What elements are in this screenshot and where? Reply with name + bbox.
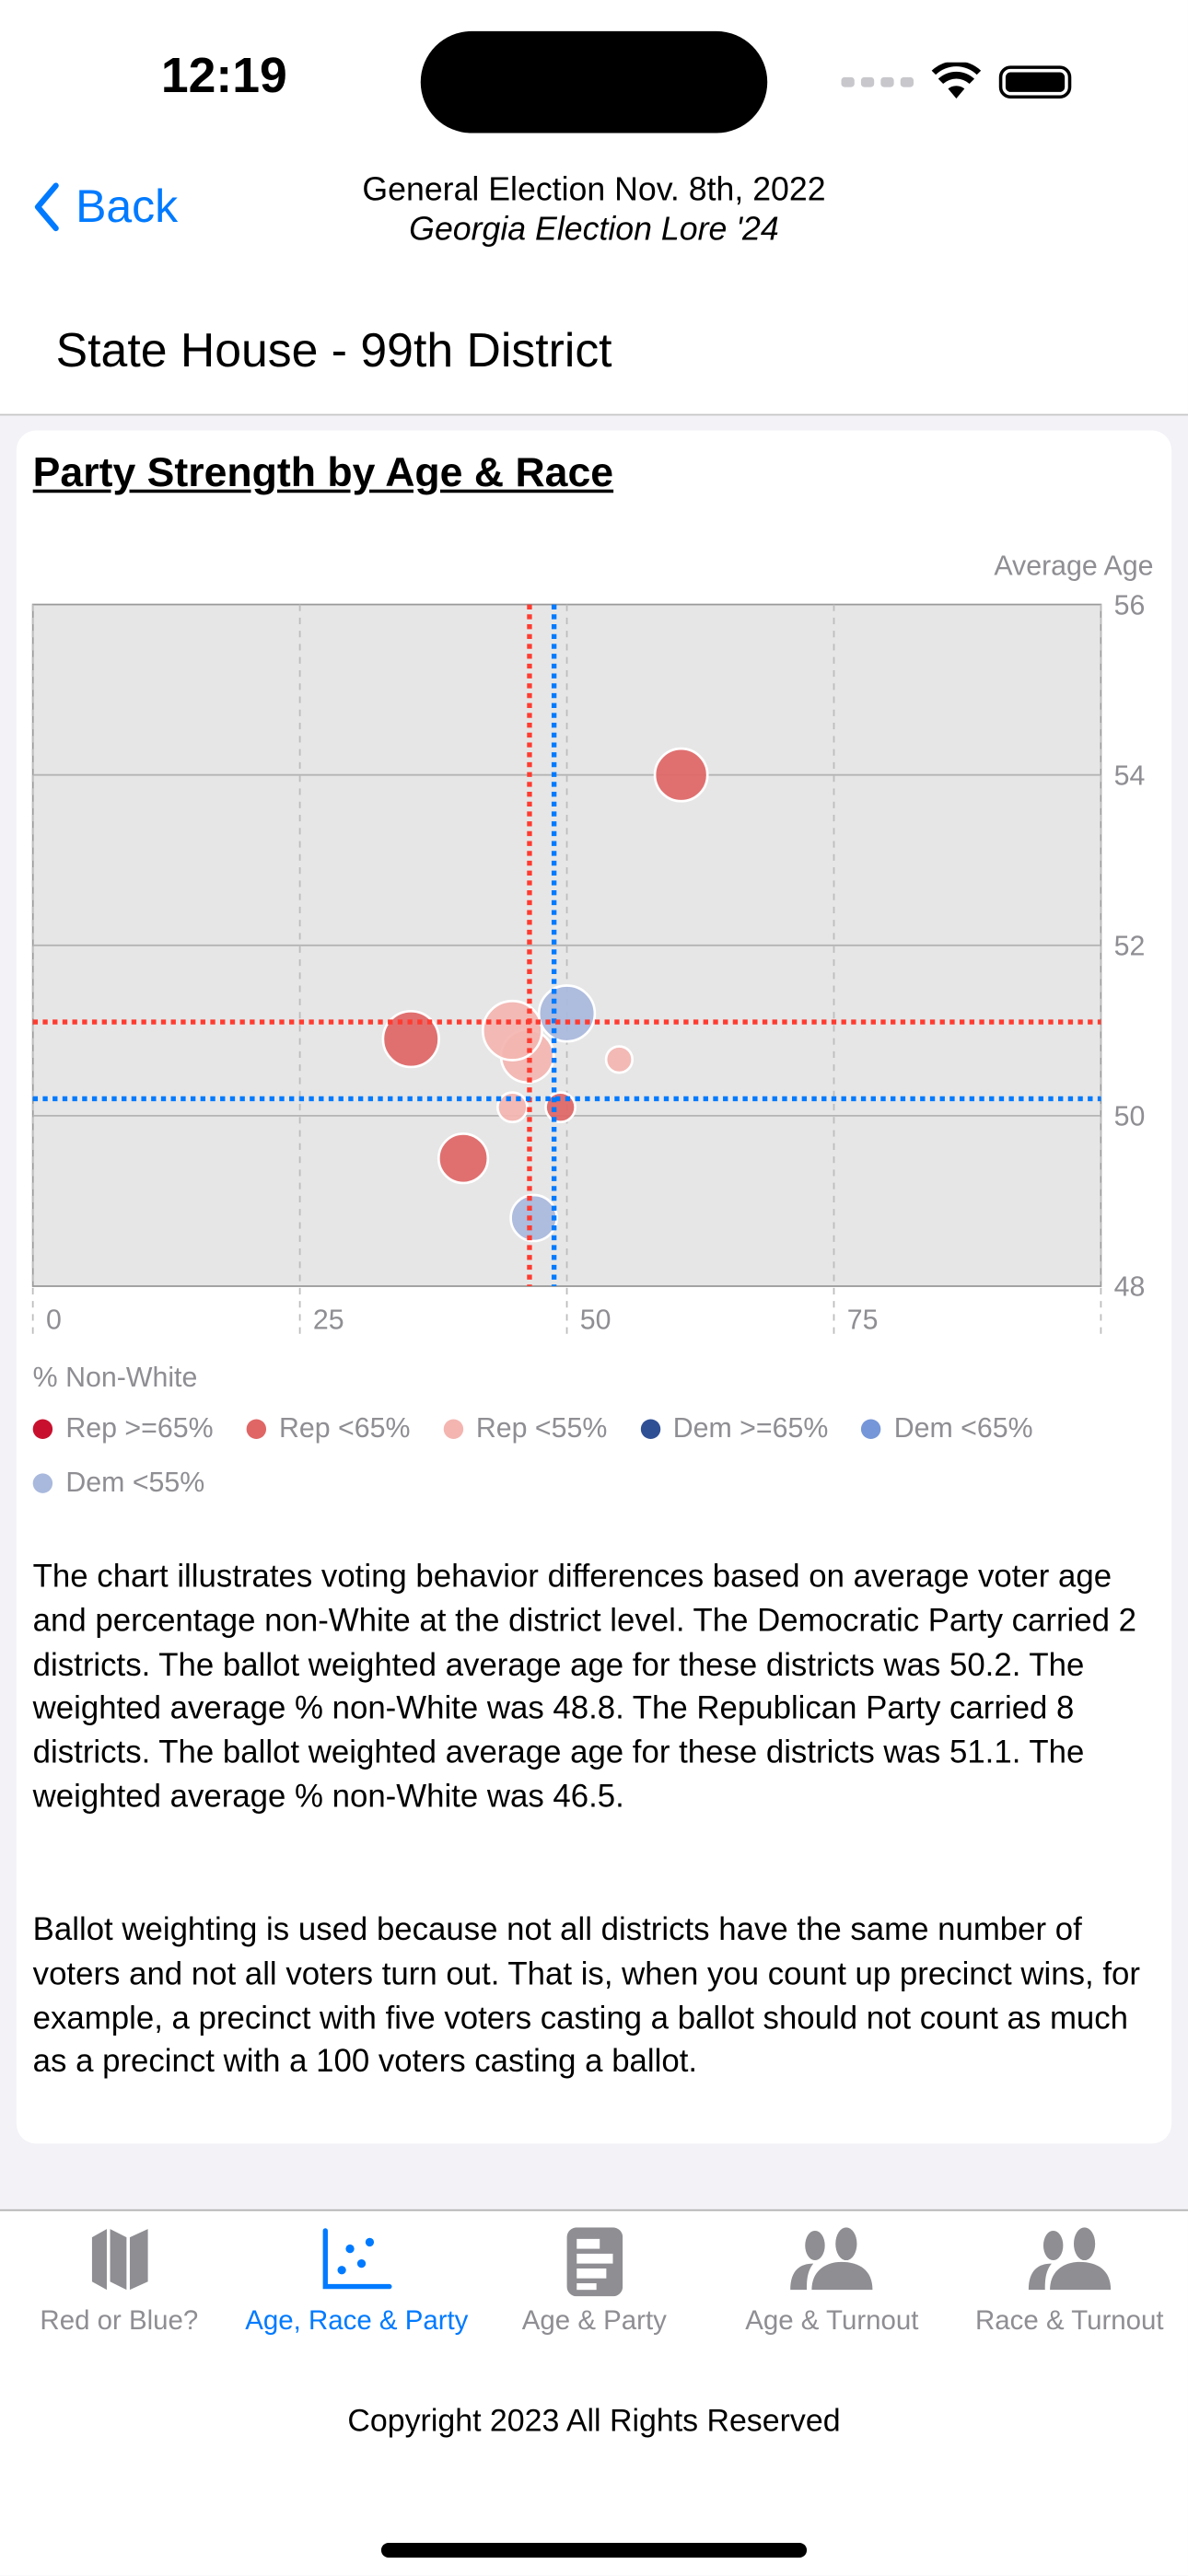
tab-red-or-blue[interactable]: Red or Blue? <box>0 2227 239 2338</box>
y-tick-label: 52 <box>1114 932 1146 962</box>
legend-swatch <box>32 1419 53 1439</box>
cellular-icon <box>841 76 914 87</box>
legend-swatch <box>443 1419 463 1439</box>
legend-label: Rep >=65% <box>65 1412 214 1445</box>
tab-label: Age & Party <box>521 2306 667 2337</box>
legend-item: Dem >=65% <box>640 1412 828 1445</box>
tab-label: Race & Turnout <box>975 2306 1164 2337</box>
description-paragraph-2: Ballot weighting is used because not all… <box>32 1911 1140 2081</box>
data-point <box>381 1009 440 1069</box>
x-axis-label: % Non-White <box>32 1362 198 1394</box>
dynamic-island <box>420 30 768 133</box>
tab-age-party[interactable]: Age & Party <box>475 2227 714 2338</box>
legend-swatch <box>861 1419 881 1439</box>
chart-title: Party Strength by Age & Race <box>32 449 614 496</box>
election-title: General Election Nov. 8th, 2022 <box>362 172 826 209</box>
y-tick-label: 50 <box>1114 1102 1146 1132</box>
app-subtitle: Georgia Election Lore '24 <box>409 212 779 249</box>
back-button[interactable]: Back <box>33 180 178 233</box>
legend-item: Rep <65% <box>246 1412 410 1445</box>
scatter-chart: 48 50 52 54 56 0 25 50 75 Average Age <box>31 551 1154 1336</box>
legend-item: Rep <55% <box>443 1412 607 1445</box>
tab-age-turnout[interactable]: Age & Turnout <box>713 2227 951 2338</box>
y-tick-label: 56 <box>1114 590 1146 621</box>
data-point <box>509 1193 558 1243</box>
legend-swatch <box>32 1473 53 1493</box>
y-axis-label: Average Age <box>994 551 1153 581</box>
chart-card: Party Strength by Age & Race 48 50 52 54 56 0… <box>16 430 1172 2144</box>
tab-label: Age, Race & Party <box>245 2306 469 2337</box>
copyright: Copyright 2023 All Rights Reserved <box>347 2405 841 2440</box>
x-tick-label: 75 <box>847 1305 879 1335</box>
list-document-icon <box>475 2227 714 2306</box>
page-title: State House - 99th District <box>55 325 612 378</box>
legend-label: Dem <55% <box>65 1467 205 1499</box>
legend-label: Dem <65% <box>893 1412 1033 1445</box>
legend-label: Dem >=65% <box>672 1412 829 1445</box>
data-point <box>481 999 543 1062</box>
legend-swatch <box>640 1419 660 1439</box>
chart-legend: Rep >=65% Rep <65% Rep <55% Dem >=65% Dem <6… <box>32 1412 1167 1500</box>
tab-age-race-party[interactable]: Age, Race & Party <box>238 2227 476 2338</box>
tab-label: Red or Blue? <box>40 2306 199 2337</box>
chevron-left-icon <box>34 182 59 232</box>
y-tick-label: 54 <box>1114 760 1146 791</box>
back-label: Back <box>76 180 179 232</box>
data-point <box>653 747 709 803</box>
header: 12:19 Back General Election Nov. 8th, 20… <box>0 0 1188 416</box>
data-point <box>437 1132 490 1185</box>
data-point <box>496 1091 529 1124</box>
data-point <box>604 1045 634 1074</box>
status-time: 12:19 <box>160 49 287 104</box>
legend-item: Dem <65% <box>861 1412 1033 1445</box>
x-tick-label: 25 <box>313 1305 344 1335</box>
people-icon <box>713 2227 951 2306</box>
status-icons <box>841 62 1072 102</box>
y-tick-label: 48 <box>1114 1272 1146 1303</box>
legend-item: Rep >=65% <box>32 1412 214 1445</box>
legend-label: Rep <65% <box>278 1412 411 1445</box>
data-point <box>537 984 597 1043</box>
scatter-chart-icon <box>238 2227 476 2306</box>
tab-race-turnout[interactable]: Race & Turnout <box>950 2227 1188 2338</box>
tab-label: Age & Turnout <box>745 2306 919 2337</box>
wifi-icon <box>931 62 982 99</box>
battery-icon <box>998 65 1072 99</box>
home-indicator[interactable] <box>380 2542 808 2558</box>
x-tick-label: 50 <box>580 1305 611 1335</box>
tab-bar: Red or Blue? Age, Race & Party Age & Party… <box>0 2209 1188 2576</box>
people-icon <box>950 2227 1188 2306</box>
legend-swatch <box>246 1419 266 1439</box>
description-paragraph-1: The chart illustrates voting behavior di… <box>32 1559 1137 1816</box>
legend-label: Rep <55% <box>475 1412 608 1445</box>
nav-title: General Election Nov. 8th, 2022 Georgia … <box>0 171 1188 250</box>
map-icon <box>0 2227 239 2306</box>
x-tick-label: 0 <box>46 1305 62 1335</box>
legend-item: Dem <55% <box>32 1467 205 1500</box>
